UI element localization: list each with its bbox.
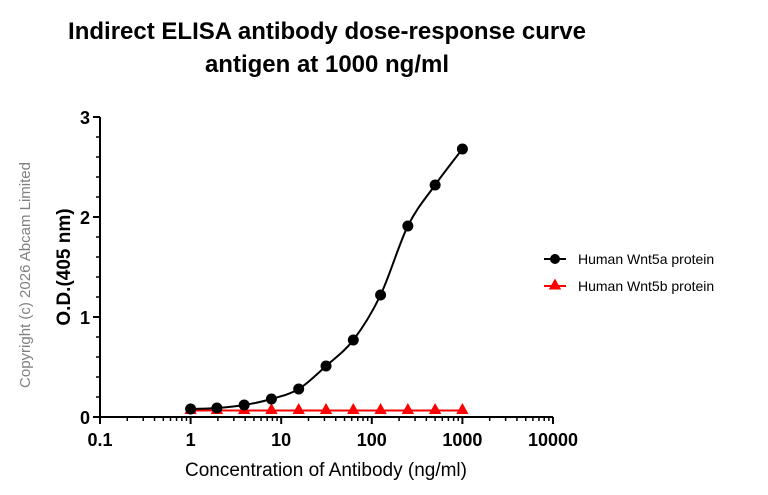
legend-marker-triangle: [548, 278, 562, 290]
data-point-triangle: [319, 403, 333, 415]
x-tick-label: 0.1: [87, 430, 112, 450]
y-tick-label: 1: [80, 308, 90, 328]
data-point-triangle: [401, 403, 415, 415]
y-tick-label: 0: [80, 408, 90, 428]
data-point-circle: [375, 289, 387, 301]
legend-item-wnt5b: Human Wnt5b protein: [544, 278, 714, 294]
data-point-circle: [265, 393, 277, 405]
x-tick-label: 10000: [528, 430, 578, 450]
data-point-circle: [293, 383, 305, 395]
data-point-circle: [429, 179, 441, 191]
legend-label: Human Wnt5a protein: [578, 251, 714, 267]
data-point-circle: [211, 402, 223, 414]
plot-area: [184, 143, 469, 415]
x-tick-label: 10: [271, 430, 291, 450]
chart-title: Indirect ELISA antibody dose-response cu…: [68, 18, 586, 45]
legend: Human Wnt5a protein Human Wnt5b protein: [544, 251, 714, 294]
data-point-triangle: [265, 403, 278, 415]
data-point-triangle: [456, 403, 469, 415]
y-tick-label: 2: [80, 208, 90, 228]
copyright-watermark: Copyright (c) 2026 Abcam Limited: [17, 162, 34, 388]
data-point-triangle: [347, 403, 360, 415]
legend-marker-circle: [550, 254, 560, 264]
legend-label: Human Wnt5b protein: [578, 278, 714, 294]
series-wnt5b: [184, 403, 469, 415]
x-tick-label: 1: [186, 430, 196, 450]
legend-item-wnt5a: Human Wnt5a protein: [544, 251, 714, 267]
y-tick-label: 3: [80, 108, 90, 128]
data-point-circle: [185, 403, 197, 415]
data-point-circle: [320, 360, 332, 372]
data-point-triangle: [292, 403, 305, 415]
y-axis-label: O.D.(405 nm): [54, 208, 75, 325]
data-point-circle: [402, 220, 414, 232]
chart-subtitle: antigen at 1000 ng/ml: [205, 51, 449, 78]
data-point-triangle: [374, 403, 387, 415]
data-point-circle: [456, 143, 468, 155]
x-axis-label: Concentration of Antibody (ng/ml): [185, 460, 467, 481]
data-point-circle: [347, 334, 359, 346]
data-point-circle: [238, 399, 250, 411]
data-point-triangle: [428, 403, 442, 415]
x-tick-label: 100: [357, 430, 387, 450]
series-wnt5a: [185, 143, 468, 415]
axes: 0.1 1 10 100 1000 10000 0 1 2 3: [80, 108, 578, 450]
x-tick-label: 1000: [442, 430, 482, 450]
